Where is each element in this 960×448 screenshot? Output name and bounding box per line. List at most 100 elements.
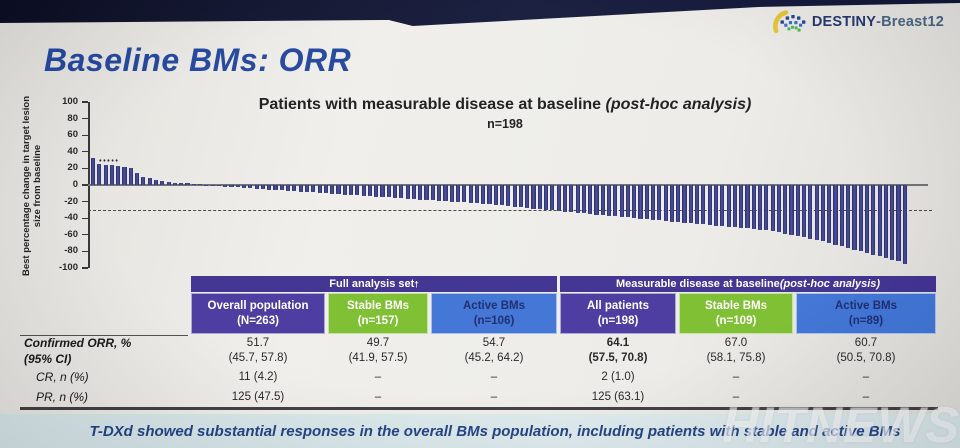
waterfall-bar [418,185,423,200]
waterfall-bar [487,185,492,205]
waterfall-bar [883,185,888,259]
waterfall-bar [286,185,291,191]
waterfall-bar [783,185,788,234]
trial-logo-text: DESTINY-Breast12 [812,14,944,30]
y-tick-label: 80 [67,112,78,124]
table-data-cell: – [862,371,870,384]
waterfall-bar [500,185,505,205]
table-data-cell: – [490,391,498,404]
waterfall-bar [606,185,612,216]
waterfall-bar [757,185,763,230]
y-tick-mark [82,267,88,269]
waterfall-bar [197,184,203,185]
table-data-cell: 125 (47.5) [231,391,285,404]
waterfall-bar [839,185,844,247]
waterfall-bar [235,185,240,188]
waterfall-bar [619,185,624,217]
waterfall-bar [348,185,354,195]
waterfall-bar [569,185,574,213]
y-tick-label: 100 [62,96,78,107]
waterfall-bar [625,185,630,218]
table-bottom-rule [20,407,938,410]
waterfall-bar [128,168,133,185]
waterfall-bar [644,185,649,220]
waterfall-bar [367,185,372,197]
waterfall-bar [688,185,693,224]
y-tick-mark [82,151,88,153]
waterfall-bar [525,185,530,209]
waterfall-bar [600,185,605,216]
table-column-header: Stable BMs (n=157) [328,293,428,334]
waterfall-bar [147,178,152,185]
waterfall-bar [323,185,328,194]
table-column-header: Active BMs (n=106) [431,293,557,334]
y-tick-mark [82,134,88,136]
waterfall-bar [103,165,108,185]
table-data-cell: 64.1 (57.5, 70.8) [588,337,648,364]
waterfall-bar [449,185,454,202]
table-group-header: Measurable disease at baseline (post-hoc… [560,276,936,292]
waterfall-bar [827,185,832,244]
table-column-header: Overall population (N=263) [191,293,325,334]
waterfall-bar [682,185,687,223]
table-column-header: Active BMs (n=89) [796,293,936,334]
waterfall-bar [185,183,190,185]
waterfall-bar [833,185,838,245]
waterfall-bar [411,185,417,200]
waterfall-bar [141,176,146,185]
waterfall-bar [846,185,851,249]
waterfall-bar [380,185,385,198]
waterfall-bar [506,185,511,206]
waterfall-bar [304,185,310,193]
trial-logo: DESTINY-Breast12 [771,9,944,35]
waterfall-bar [795,185,800,237]
waterfall-bar [279,185,284,191]
waterfall-bar [562,185,568,212]
annotation-dots: ••••• [99,157,120,165]
waterfall-bar [588,185,593,214]
waterfall-bar [405,185,410,199]
waterfall-bar [864,185,870,254]
y-tick-label: -80 [64,245,78,257]
waterfall-bar [751,185,756,230]
waterfall-bar [890,185,895,260]
waterfall-bar [789,185,794,235]
waterfall-bar [537,185,542,210]
waterfall-bar [292,185,297,192]
waterfall-bar [153,180,159,185]
waterfall-bar [342,185,347,195]
waterfall-bar [720,185,725,227]
waterfall-bar [374,185,379,197]
table-data-cell: 54.7 (45.2, 64.2) [464,337,524,364]
y-tick-label: 40 [67,145,78,157]
waterfall-bar [613,185,618,217]
waterfall-bar [802,185,807,238]
waterfall-bar [669,185,675,222]
orr-results-table: Full analysis set † Measurable disease at … [20,276,936,407]
waterfall-bar [216,185,221,187]
waterfall-bar [260,185,266,190]
waterfall-bar [814,185,819,240]
table-data-cell: – [732,371,740,384]
waterfall-bar [267,185,272,190]
y-tick-mark [82,217,88,219]
table-data-cell: 125 (63.1) [591,391,645,404]
y-tick-mark [82,234,88,236]
waterfall-bar [632,185,637,219]
waterfall-bar [575,185,580,213]
slide-title: Baseline BMs: ORR [44,42,352,78]
waterfall-bar [594,185,599,215]
waterfall-bar [663,185,668,221]
waterfall-bar [556,185,561,212]
waterfall-bar [399,185,404,199]
waterfall-bar [871,185,876,255]
waterfall-bar [550,185,555,211]
waterfall-bar [468,185,473,203]
waterfall-bar [638,185,643,219]
y-tick-mark [82,101,88,103]
y-tick-label: 20 [67,162,78,174]
waterfall-bar [298,185,303,192]
destiny-logo-icon [772,10,806,34]
y-tick-label: -100 [58,262,78,273]
y-tick-label: -20 [64,195,78,207]
